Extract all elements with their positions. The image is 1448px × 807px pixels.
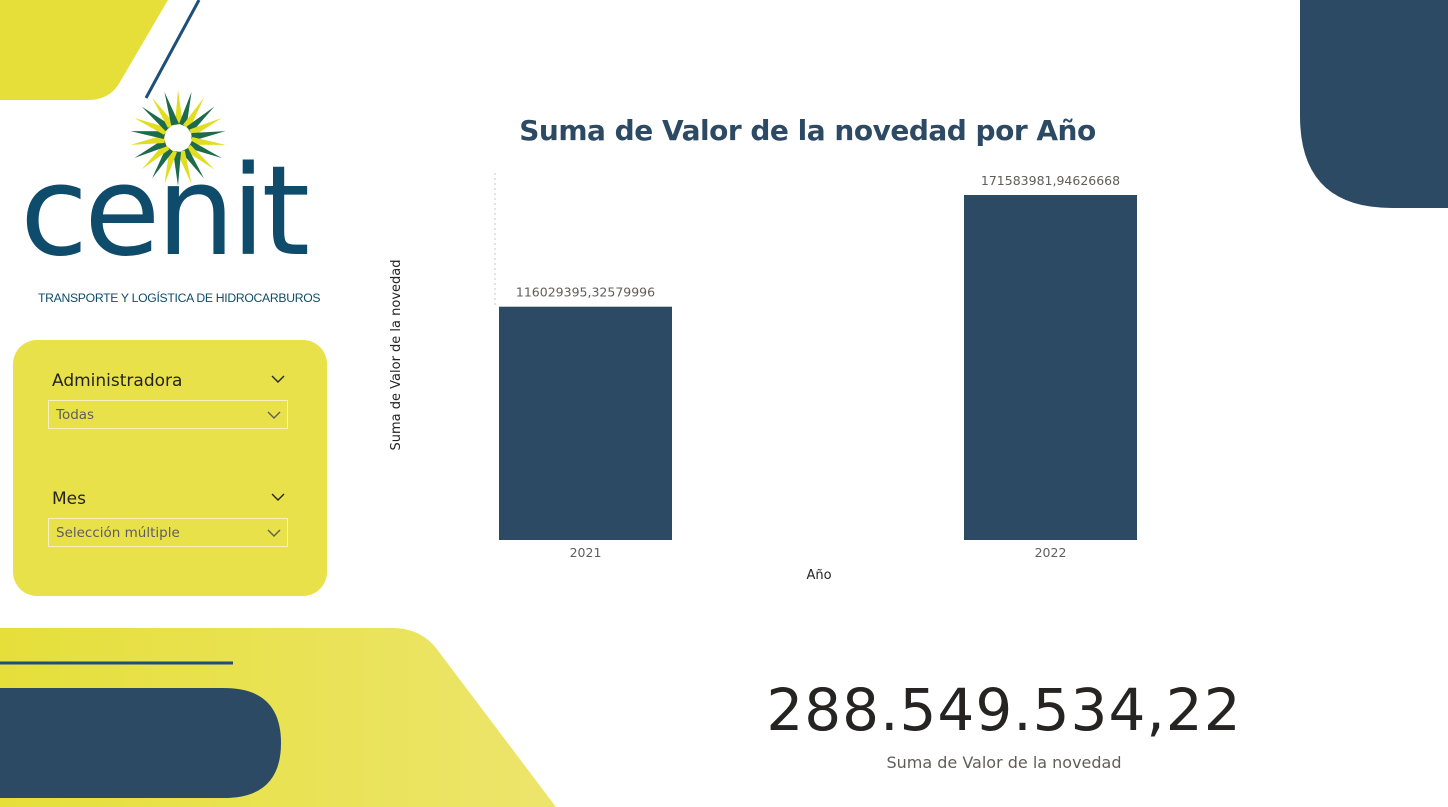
sun-ray [187, 141, 222, 158]
x-tick-2022: 2022 [1035, 545, 1067, 560]
slicer-administradora-title: Administradora [52, 371, 183, 391]
sun-ray [173, 151, 181, 186]
chevron-down-icon[interactable] [271, 372, 285, 386]
slicer-mes-dropdown[interactable]: Selección múltiple [48, 518, 288, 547]
sun-ray [152, 97, 176, 128]
sun-logo-icon [130, 90, 226, 186]
y-axis-label: Suma de Valor de la novedad [389, 260, 404, 451]
filter-panel: Administradora Todas Mes Selección múlti… [13, 340, 327, 596]
sun-ray [191, 131, 226, 142]
sun-ray [176, 150, 192, 185]
sun-ray [164, 149, 177, 185]
data-label-2022: 171583981,94626668 [981, 173, 1120, 188]
sun-ray [134, 138, 167, 158]
slicer-administradora-dropdown[interactable]: Todas [48, 400, 288, 429]
sun-ray [190, 137, 226, 145]
sun-ray [152, 146, 173, 179]
x-tick-2021: 2021 [570, 545, 602, 560]
sun-ray [141, 142, 170, 170]
data-label-2021: 116029395,32579996 [516, 285, 655, 300]
kpi-value: 288.549.534,22 [766, 676, 1242, 744]
slicer-mes-title: Mes [52, 489, 86, 509]
chevron-down-icon [267, 529, 281, 537]
slicer-mes-value: Selección múltiple [56, 525, 180, 541]
sun-ray [179, 91, 192, 127]
sun-ray [175, 90, 183, 125]
sun-ray [130, 134, 165, 145]
sun-ray [141, 106, 172, 132]
logo-tagline: TRANSPORTE Y LOGÍSTICA DE HIDROCARBUROS [38, 291, 321, 305]
bar-2022[interactable] [964, 195, 1137, 540]
sun-ray [180, 148, 204, 179]
sun-ray [184, 144, 215, 170]
sun-ray [134, 118, 169, 135]
x-axis-label: Año [806, 568, 831, 583]
slicer-administradora-value: Todas [56, 407, 95, 423]
kpi-label: Suma de Valor de la novedad [886, 753, 1122, 772]
sun-ray [186, 106, 215, 134]
chevron-down-icon[interactable] [271, 490, 285, 504]
logo-wordmark: cenit [20, 140, 310, 284]
sun-ray [130, 131, 166, 139]
bar-chart[interactable]: 116029395,32579996 2021 171583981,94626668… [380, 165, 1260, 595]
chevron-down-icon [267, 411, 281, 419]
sun-ray [189, 118, 222, 138]
chart-title: Suma de Valor de la novedad por Año [519, 114, 1096, 147]
sun-ray [183, 97, 204, 130]
sun-ray [164, 91, 180, 126]
bar-2021[interactable] [499, 306, 672, 540]
